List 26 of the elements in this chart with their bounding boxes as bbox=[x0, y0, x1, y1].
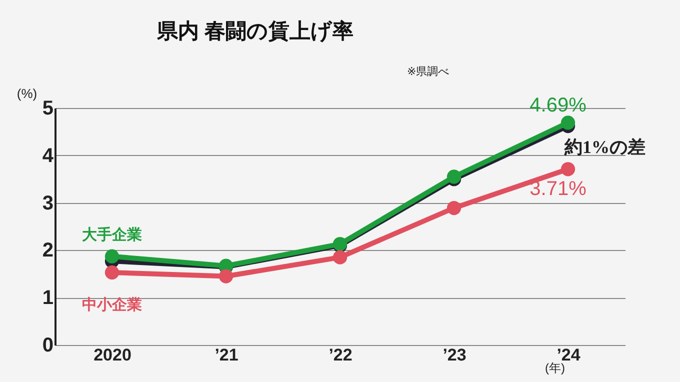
point bbox=[446, 170, 462, 184]
point bbox=[332, 250, 348, 264]
point bbox=[560, 116, 576, 130]
y-tick-label: 4 bbox=[42, 144, 54, 167]
x-tick-label: ’21 bbox=[214, 346, 238, 364]
point bbox=[104, 265, 120, 280]
x-tick-label: 2020 bbox=[94, 346, 132, 364]
data-label: 4.69% bbox=[530, 94, 587, 117]
chart-subtitle: ※県調べ bbox=[407, 65, 450, 78]
chart-title: 県内 春闘の賃上げ率 bbox=[156, 19, 354, 43]
series-label: 中小企業 bbox=[82, 296, 142, 314]
series-label: 大手企業 bbox=[82, 226, 142, 244]
point bbox=[560, 162, 576, 176]
y-tick-label: 0 bbox=[42, 334, 54, 356]
point bbox=[104, 249, 120, 264]
y-tick-label: 2 bbox=[42, 240, 54, 262]
y-tick-label: 1 bbox=[42, 287, 54, 310]
annotation: 約1%の差 bbox=[564, 137, 646, 157]
y-axis-title: (%) bbox=[16, 86, 38, 101]
y-tick-label: 3 bbox=[42, 192, 54, 214]
y-tick-label: 5 bbox=[42, 98, 54, 120]
x-tick-label: ’22 bbox=[328, 346, 352, 364]
point bbox=[446, 200, 462, 216]
data-label: 3.71% bbox=[530, 178, 587, 200]
x-tick-label: ’23 bbox=[442, 346, 466, 364]
point bbox=[218, 269, 234, 284]
